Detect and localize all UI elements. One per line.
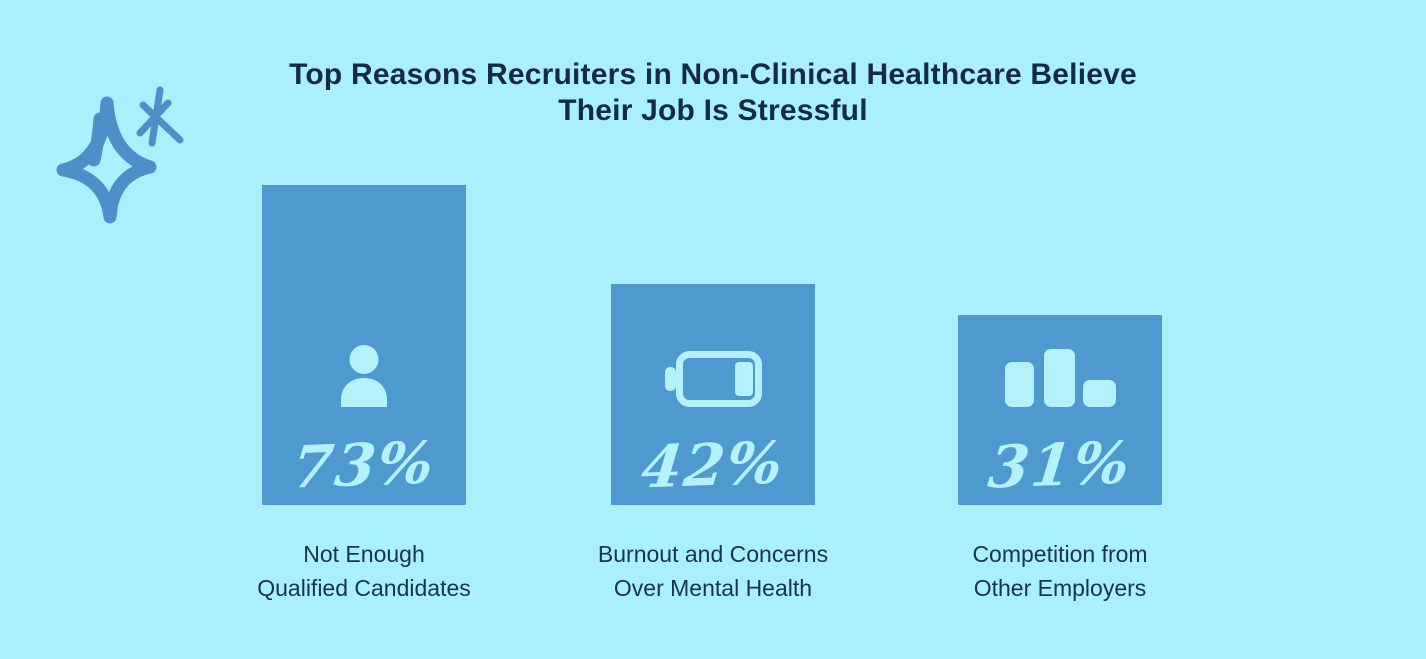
bar-category-label: Not Enough Qualified Candidates (257, 541, 471, 601)
sparkle-doodle-icon (56, 86, 184, 224)
battery-low-icon (664, 351, 762, 407)
bar-column-burnout: 42% (611, 284, 815, 505)
bar-value-label: 31% (985, 428, 1135, 502)
bar-value-label: 42% (638, 428, 788, 502)
bar-category-label: Burnout and Concerns Over Mental Health (597, 541, 829, 601)
bar-value-label: 73% (289, 428, 439, 502)
person-icon (341, 345, 387, 407)
bar-category-label: Competition from Other Employers (972, 541, 1148, 601)
bar-column-competition: 31% (958, 315, 1162, 505)
page-title-line-2: Their Job Is Stressful (558, 94, 868, 127)
bar-chart-icon (1004, 349, 1116, 407)
page-title-line-1: Top Reasons Recruiters in Non-Clinical H… (289, 58, 1137, 91)
page-title: Top Reasons Recruiters in Non-Clinical H… (0, 57, 1426, 129)
bar-column-not-enough-candidates: 73% (262, 185, 466, 505)
